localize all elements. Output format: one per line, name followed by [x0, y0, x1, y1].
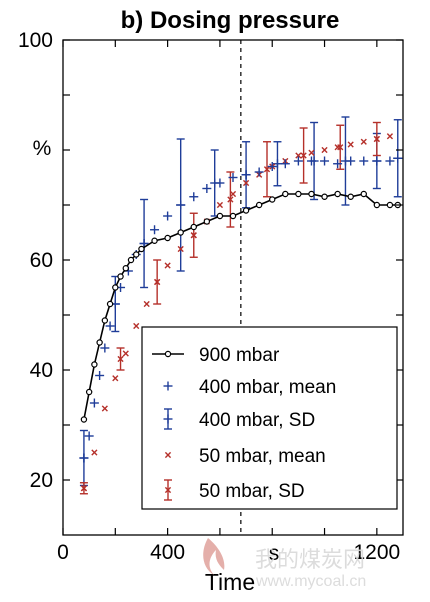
cross-marker-b	[263, 166, 271, 173]
circle-marker	[216, 212, 224, 220]
x-tick-label: 1200	[353, 541, 400, 564]
cross-marker-b	[242, 179, 250, 187]
circle-marker	[133, 251, 140, 258]
cross-marker-b	[154, 278, 161, 286]
y-axis-label: %	[33, 137, 52, 160]
cross-marker-b	[143, 300, 150, 308]
cross-marker-b	[360, 138, 367, 145]
circle-marker	[101, 317, 109, 324]
legend-label: 400 mbar, mean	[199, 377, 336, 398]
legend-item: 900 mbar	[152, 345, 280, 366]
circle-marker	[203, 218, 211, 225]
circle-marker	[269, 196, 276, 203]
cross-marker-b	[334, 144, 341, 151]
legend-box	[141, 326, 398, 510]
circle-marker	[255, 201, 263, 209]
circle-marker	[127, 256, 135, 264]
cross-marker-b	[300, 152, 307, 159]
watermark-url: www.mycoal.cn	[255, 573, 366, 590]
watermark-flame-icon	[203, 538, 225, 575]
legend: 900 mbar 400 mbar, mean 400 mbar, SD 50 mba…	[141, 326, 398, 510]
x-tick-label: 0	[57, 541, 69, 564]
legend-item: 50 mbar, mean	[164, 446, 326, 467]
circle-marker	[229, 212, 237, 220]
cross-marker-b	[122, 350, 129, 357]
legend-label: 400 mbar, SD	[199, 410, 315, 431]
circle-marker	[334, 190, 341, 198]
cross-marker-b	[295, 152, 302, 159]
cross-marker-b	[80, 485, 88, 492]
chart-title: b) Dosing pressure	[121, 7, 340, 34]
cross-marker-b	[117, 355, 124, 363]
circle-marker	[96, 339, 103, 346]
legend-item: 400 mbar, SD	[163, 408, 315, 431]
cross-marker-b	[112, 375, 119, 382]
circle-marker	[85, 388, 93, 396]
watermark: 我的煤炭网 www.mycoal.cn	[203, 538, 366, 590]
y-tick-label: 100	[18, 29, 53, 52]
cross-marker-b	[386, 133, 394, 140]
circle-marker	[117, 273, 124, 280]
cross-marker-b	[133, 322, 140, 330]
cross-marker-b	[164, 262, 171, 269]
cross-marker-b	[177, 245, 184, 253]
plot-frame	[62, 39, 404, 536]
circle-marker	[112, 284, 119, 291]
cross-marker-b	[227, 196, 234, 203]
circle-marker	[373, 201, 381, 209]
circle-marker	[122, 265, 129, 272]
cross-marker-b	[164, 486, 172, 494]
y-tick-label: 60	[30, 249, 53, 272]
circle-marker	[106, 300, 114, 308]
circle-marker	[386, 201, 394, 209]
legend-item: 400 mbar, mean	[163, 377, 336, 398]
circle-marker	[190, 223, 197, 231]
circle-marker	[151, 237, 158, 244]
legend-label: 50 mbar, SD	[199, 481, 305, 502]
x-axis-label: Time	[205, 569, 255, 595]
y-tick-label: 40	[30, 359, 53, 382]
circle-marker	[295, 190, 302, 198]
circle-marker	[164, 234, 171, 242]
cross-marker-b	[373, 135, 380, 143]
cross-marker-b	[91, 449, 98, 456]
legend-circle	[164, 350, 172, 358]
circle-marker	[360, 190, 367, 198]
cross-marker-b	[229, 190, 237, 198]
cross-marker-b	[190, 232, 197, 239]
legend-label: 50 mbar, mean	[199, 446, 326, 467]
circle-marker	[347, 193, 354, 200]
series-layer	[79, 116, 403, 495]
cross-marker-b	[321, 146, 328, 154]
circle-marker	[80, 416, 88, 423]
legend-item: 50 mbar, SD	[164, 479, 305, 502]
cross-marker-b	[164, 451, 172, 459]
circle-marker	[321, 193, 328, 200]
axis-ticks: 0 400 1200 20 40 60 100	[18, 29, 403, 564]
circle-marker	[138, 245, 145, 253]
cross-marker-b	[308, 149, 315, 156]
circle-marker	[282, 190, 289, 198]
circle-marker	[177, 229, 184, 236]
legend-label: 900 mbar	[199, 345, 280, 366]
y-tick-label: 20	[30, 469, 53, 492]
cross-marker-b	[101, 405, 108, 412]
circle-marker	[308, 190, 315, 198]
x-axis-unit: s	[269, 542, 280, 565]
cross-marker-b	[347, 141, 354, 148]
watermark-text: 我的煤炭网	[255, 547, 365, 572]
x-tick-label: 400	[150, 541, 185, 564]
circle-marker	[91, 361, 98, 368]
cross-marker-b	[216, 201, 224, 209]
circle-marker	[242, 207, 250, 214]
